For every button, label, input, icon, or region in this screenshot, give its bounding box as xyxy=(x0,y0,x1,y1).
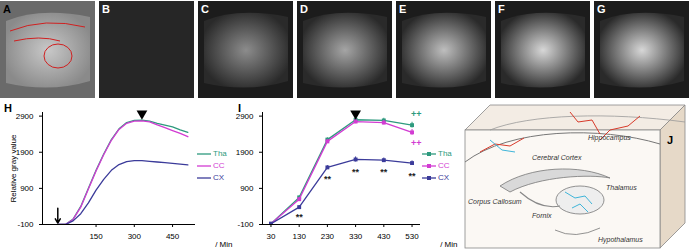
svg-text:**: ** xyxy=(380,167,388,177)
svg-text:G: G xyxy=(597,3,606,15)
svg-text:Hypothalamus: Hypothalamus xyxy=(598,236,643,244)
html-text:CX: CX xyxy=(213,173,225,182)
svg-text:130: 130 xyxy=(292,232,306,241)
svg-text:F: F xyxy=(498,3,505,15)
svg-text:**: ** xyxy=(296,212,304,222)
svg-text:E: E xyxy=(399,3,406,15)
svg-text:-100: -100 xyxy=(237,220,254,229)
svg-text:Hippocampus: Hippocampus xyxy=(588,134,631,142)
html-text:I: I xyxy=(238,102,242,114)
html-text:Tha: Tha xyxy=(438,149,452,158)
svg-text:430: 430 xyxy=(377,232,391,241)
svg-text:A: A xyxy=(3,3,11,15)
svg-text:30: 30 xyxy=(267,232,276,241)
svg-text:Corpus Callosum: Corpus Callosum xyxy=(468,198,522,206)
svg-text:C: C xyxy=(201,3,209,15)
html-text:Tha: Tha xyxy=(213,149,227,158)
svg-text:**: ** xyxy=(409,171,417,181)
html-text:CC: CC xyxy=(438,161,450,170)
svg-text:Relative gray value: Relative gray value xyxy=(9,134,18,203)
svg-text:150: 150 xyxy=(89,232,103,241)
svg-text:J: J xyxy=(667,134,673,146)
svg-text:/ Min: / Min xyxy=(215,240,232,249)
svg-text:900: 900 xyxy=(240,184,254,193)
svg-text:530: 530 xyxy=(405,232,419,241)
svg-text:1900: 1900 xyxy=(236,148,254,157)
html-text:CX: CX xyxy=(438,173,450,182)
svg-text:++: ++ xyxy=(411,109,422,119)
svg-text:-100: -100 xyxy=(17,220,34,229)
svg-text:1900: 1900 xyxy=(16,148,34,157)
svg-text:330: 330 xyxy=(349,232,363,241)
svg-text:B: B xyxy=(102,3,110,15)
html-text:H: H xyxy=(4,102,12,114)
svg-text:Fornix: Fornix xyxy=(532,212,552,219)
svg-text:**: ** xyxy=(324,174,332,184)
svg-text:900: 900 xyxy=(20,184,34,193)
svg-text:450: 450 xyxy=(166,232,180,241)
svg-text:**: ** xyxy=(352,167,360,177)
svg-text:++: ++ xyxy=(411,138,422,148)
svg-text:2900: 2900 xyxy=(16,112,34,121)
svg-text:300: 300 xyxy=(128,232,142,241)
svg-text:2900: 2900 xyxy=(235,111,254,121)
svg-text:Cerebral Cortex: Cerebral Cortex xyxy=(532,154,582,161)
svg-text:D: D xyxy=(300,3,308,15)
html-text:CC: CC xyxy=(213,161,225,170)
svg-text:/ Min: / Min xyxy=(440,240,457,249)
svg-text:Thalamus: Thalamus xyxy=(606,184,637,191)
svg-text:230: 230 xyxy=(321,232,335,241)
